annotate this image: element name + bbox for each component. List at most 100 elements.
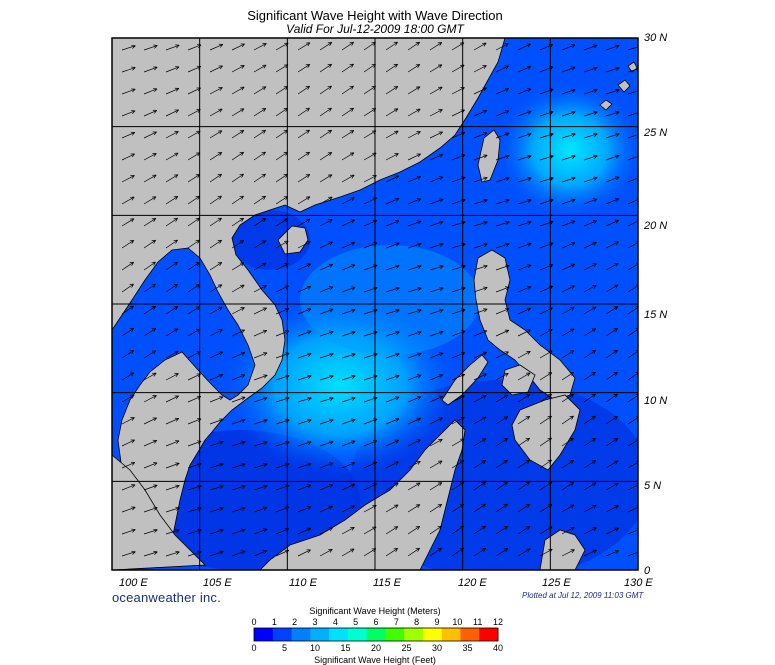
wave-arrow <box>473 65 487 73</box>
wave-arrow <box>473 373 487 381</box>
wave-arrow <box>407 460 421 469</box>
colorbar-meter-tick: 9 <box>434 617 439 627</box>
wave-arrow <box>319 505 334 513</box>
wave-arrow <box>319 152 333 161</box>
wave-arrow <box>319 241 333 249</box>
wave-arrow <box>231 484 246 491</box>
wave-arrow <box>275 151 288 161</box>
wave-arrow <box>605 262 619 271</box>
wave-arrow <box>451 286 466 293</box>
wave-arrow <box>297 440 312 447</box>
wave-arrow <box>275 107 288 117</box>
wave-arrow <box>539 154 554 161</box>
wave-arrow <box>385 130 399 139</box>
wave-arrow <box>121 350 135 359</box>
wave-arrow <box>627 44 638 51</box>
wave-arrow <box>495 503 508 513</box>
wave-arrow <box>429 308 444 315</box>
wave-arrow <box>451 547 464 557</box>
wave-arrow <box>495 43 509 51</box>
wave-arrow <box>561 371 575 381</box>
colorbar-title-meters: Significant Wave Height (Meters) <box>309 606 441 616</box>
wave-arrow <box>605 371 618 381</box>
wave-arrow <box>385 482 399 491</box>
wave-arrow <box>539 548 553 557</box>
wave-arrow <box>429 547 442 557</box>
wave-arrow <box>473 264 488 271</box>
wave-arrow <box>121 44 136 51</box>
wave-arrow <box>209 550 224 557</box>
wave-arrow <box>341 374 356 381</box>
wave-arrow <box>363 41 376 51</box>
wave-arrow <box>451 109 465 117</box>
wave-arrow <box>605 327 619 337</box>
wave-arrow <box>385 330 400 337</box>
wave-arrow <box>165 283 178 293</box>
wave-arrow <box>253 374 268 381</box>
wave-arrow <box>385 439 400 447</box>
wave-arrow <box>583 527 597 535</box>
wave-arrow <box>495 87 510 95</box>
colorbar-frame <box>253 627 499 642</box>
wave-arrow <box>495 416 509 425</box>
lon-label: 120 E <box>458 577 487 589</box>
wave-arrow <box>583 284 597 293</box>
wave-arrow <box>363 418 378 425</box>
wave-arrow <box>385 504 399 513</box>
wave-arrow <box>319 308 334 315</box>
wave-arrow <box>363 483 377 491</box>
wave-arrow <box>209 262 223 271</box>
lat-label: 30 N <box>644 32 667 44</box>
wave-arrow <box>319 330 334 337</box>
wave-arrow <box>319 396 334 403</box>
wave-arrow <box>143 174 157 183</box>
wave-arrow <box>275 285 289 293</box>
wave-arrow <box>539 132 554 139</box>
wave-arrow <box>121 372 135 381</box>
wave-arrow <box>385 153 399 161</box>
wave-arrow <box>275 330 290 337</box>
wave-arrow <box>407 242 422 249</box>
wave-arrow <box>275 240 289 249</box>
wave-arrow <box>561 242 576 249</box>
wave-arrow <box>231 396 246 403</box>
wave-arrow <box>319 63 332 73</box>
colorbar-swatch <box>329 628 349 641</box>
wave-arrow <box>319 286 334 293</box>
wave-arrow <box>605 44 620 51</box>
wave-arrow <box>363 219 378 227</box>
wave-arrow <box>561 350 575 359</box>
wave-arrow <box>583 549 597 557</box>
wave-arrow <box>209 373 224 381</box>
wave-arrow <box>451 395 465 403</box>
wave-arrow <box>209 43 224 51</box>
wave-arrow <box>561 437 574 447</box>
colorbar-meter-tick: 11 <box>473 617 482 627</box>
wave-arrow <box>539 220 554 227</box>
wave-arrow <box>517 394 531 403</box>
wave-arrow <box>407 264 422 271</box>
wave-arrow <box>187 195 200 205</box>
wave-arrow <box>363 130 377 139</box>
wave-arrow <box>407 417 422 425</box>
colorbar-swatch <box>404 628 424 641</box>
wave-arrow <box>583 44 598 51</box>
wave-arrow <box>363 264 378 271</box>
wave-arrow <box>517 481 530 491</box>
wave-arrow <box>451 87 465 95</box>
wave-arrow <box>209 462 224 469</box>
wave-arrow <box>231 262 245 271</box>
wave-arrow <box>297 506 312 513</box>
wave-arrow <box>473 525 486 535</box>
wave-arrow <box>341 41 354 51</box>
wave-arrow <box>605 482 619 491</box>
wave-arrow <box>187 217 200 227</box>
wave-arrow <box>297 330 312 337</box>
wave-arrow <box>187 528 202 535</box>
wave-arrow <box>319 548 333 557</box>
malay-peninsula <box>112 454 206 570</box>
wave-arrow <box>429 417 443 425</box>
wave-arrow <box>539 504 553 513</box>
wave-arrow <box>561 198 576 205</box>
wave-arrow <box>319 129 332 139</box>
